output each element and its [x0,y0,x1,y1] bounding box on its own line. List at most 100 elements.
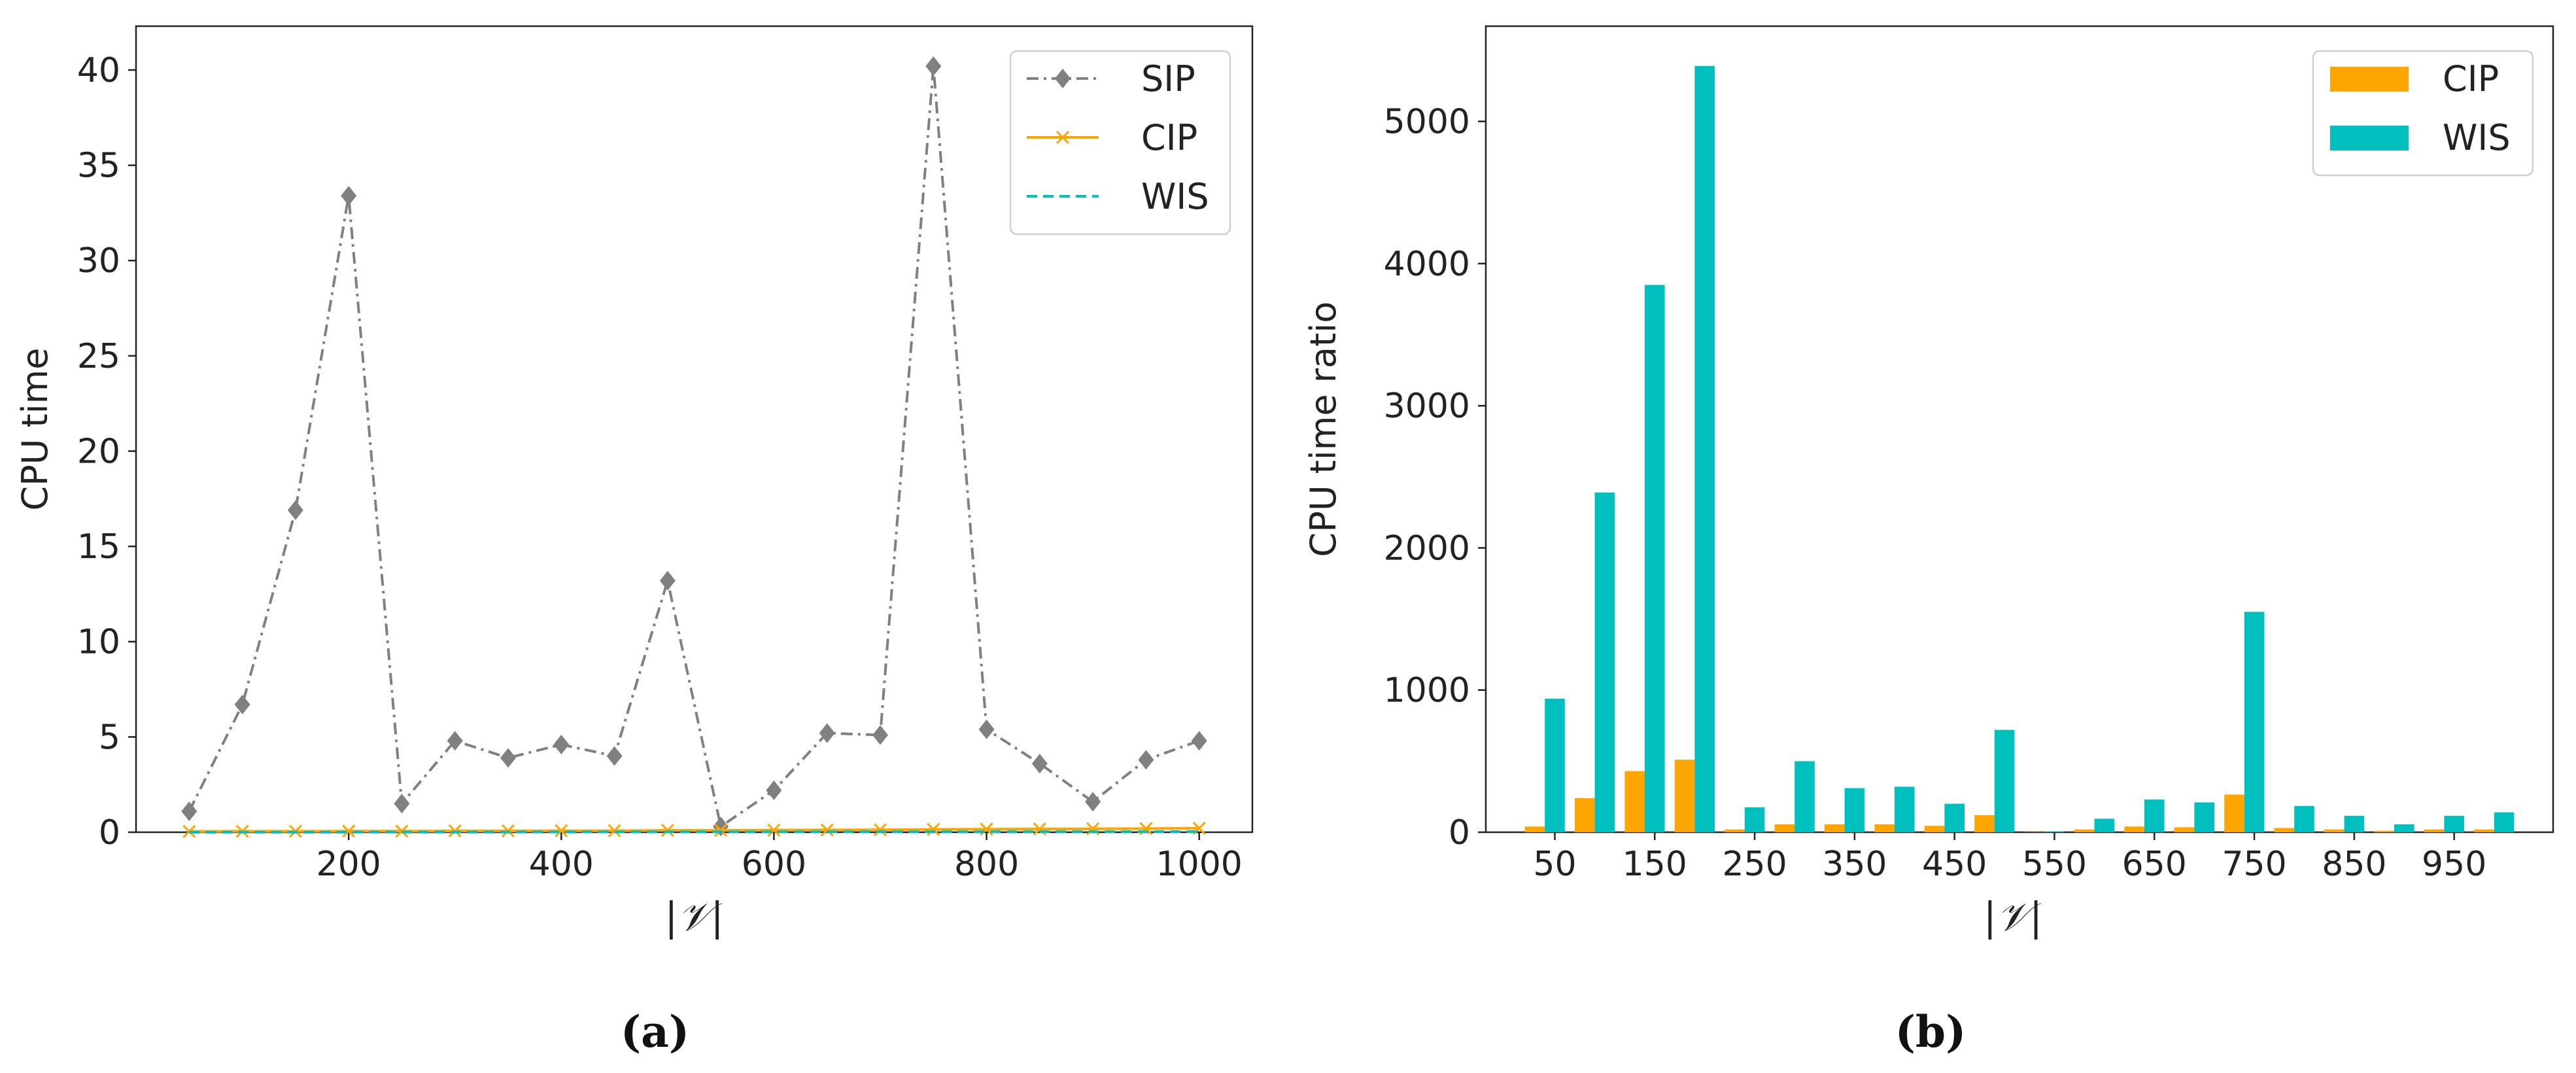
data-point-sip [766,780,782,800]
bar-cip-650 [2124,826,2144,832]
bar-cip-100 [1575,798,1595,832]
bar-wis-750 [2244,612,2265,832]
data-point-sip [606,746,623,766]
y-tick-label: 10 [77,623,120,662]
data-point-sip [234,694,250,714]
data-point-sip [659,571,676,591]
bar-cip-750 [2224,794,2244,832]
bar-cip-900 [2374,830,2394,832]
bar-cip-400 [1874,824,1895,832]
data-point-sip [341,186,357,206]
series-line-sip [188,66,1200,829]
y-axis-label: CPU time ratio [1303,302,1344,557]
x-tick-label: 1000 [1156,845,1243,884]
data-point-cip [714,824,728,837]
y-tick-label: 5 [99,718,120,757]
legend-label-sip: SIP [1141,58,1195,99]
x-tick-label: 750 [2222,845,2286,884]
legend: SIP CIP WIS [1009,50,1231,236]
legend-box [1009,50,1231,236]
data-point-sip [1191,731,1207,751]
bar-wis-800 [2294,805,2314,832]
data-point-cip [661,824,674,837]
data-point-sip [1031,754,1048,774]
data-point-sip [819,723,835,743]
bar-cip-950 [2424,829,2445,832]
data-point-sip [287,500,303,520]
x-tick-label: 350 [1822,845,1887,884]
data-point-sip [978,719,995,739]
data-point-cip [342,824,356,838]
bar-wis-850 [2344,816,2365,832]
bar-wis-100 [1594,492,1615,832]
data-point-sip [713,817,729,837]
bar-wis-950 [2444,816,2464,832]
x-tick-label: 250 [1722,845,1787,884]
x-tick-label: 400 [529,845,594,884]
bar-cip-700 [2174,827,2195,832]
y-tick-label: 40 [77,51,120,90]
legend: CIP WIS [2312,50,2534,177]
data-point-cip [820,823,834,837]
bar-cip-150 [1624,771,1645,832]
legend-marker-cip [1056,130,1070,145]
bar-wis-650 [2144,800,2165,832]
y-tick-label: 0 [1449,813,1470,853]
bar-wis-150 [1645,285,1665,832]
bar-wis-1000 [2494,812,2515,832]
x-tick-label: 950 [2422,845,2486,884]
caption-b: (b) [1895,1006,1966,1057]
bar-wis-350 [1844,788,1865,832]
data-point-cip [927,822,940,836]
y-tick-label: 0 [99,813,120,853]
y-tick-label: 25 [77,337,120,376]
data-point-sip [181,801,197,821]
data-point-sip [394,794,410,814]
bar-cip-50 [1524,826,1545,832]
x-tick-label: 150 [1623,845,1687,884]
bar-cip-850 [2324,829,2344,832]
bar-cip-200 [1674,760,1695,832]
x-tick-label: 50 [1533,845,1576,884]
x-axis-label: |𝒱| [1984,894,2042,940]
y-tick-label: 2000 [1384,529,1470,568]
y-tick-label: 30 [77,241,120,281]
data-point-cip [555,824,568,837]
bar-cip-300 [1774,824,1795,832]
x-tick-label: 800 [954,845,1019,884]
y-tick-label: 4000 [1384,245,1470,284]
bar-wis-50 [1545,698,1565,832]
bar-wis-900 [2394,824,2414,832]
panel-b-bar-chart: 50 150 250 350 450 550 650 750 850 950 0 1000 2000 30… [1303,25,2554,1057]
bar-wis-200 [1694,65,1715,832]
bar-wis-300 [1795,761,1815,832]
y-tick-label: 3000 [1384,387,1470,426]
x-tick-label: 450 [1922,845,1987,884]
data-point-sip [872,725,888,745]
plot-frame [1485,25,2554,834]
data-point-cip [182,824,196,838]
x-tick-label: 200 [317,845,381,884]
y-axis-label: CPU time [14,348,56,511]
plot-frame [135,25,1254,834]
x-axis-label: |𝒱| [664,894,723,940]
legend-label-wis: WIS [2443,117,2511,158]
bar-wis-450 [1944,803,1965,832]
x-tick-label: 550 [2022,845,2087,884]
data-point-sip [553,735,570,755]
legend-marker-sip [1055,69,1071,88]
bar-wis-700 [2194,802,2214,832]
bar-cip-600 [2074,829,2095,832]
data-point-cip [873,823,887,837]
data-point-sip [1138,750,1154,770]
bar-wis-600 [2094,818,2115,832]
y-tick-label: 15 [77,527,120,567]
bar-cip-450 [1924,826,1945,832]
panel-a-line-chart: 200 400 600 800 1000 0 5 10 15 20 25 30 35 40 |𝒱| CPU t… [14,25,1254,1057]
bar-cip-1000 [2474,829,2494,832]
bar-cip-800 [2274,828,2295,832]
bar-wis-400 [1895,786,1915,832]
bar-wis-250 [1744,807,1765,832]
legend-label-cip: CIP [1141,117,1197,158]
legend-swatch-wis [2330,126,2409,150]
